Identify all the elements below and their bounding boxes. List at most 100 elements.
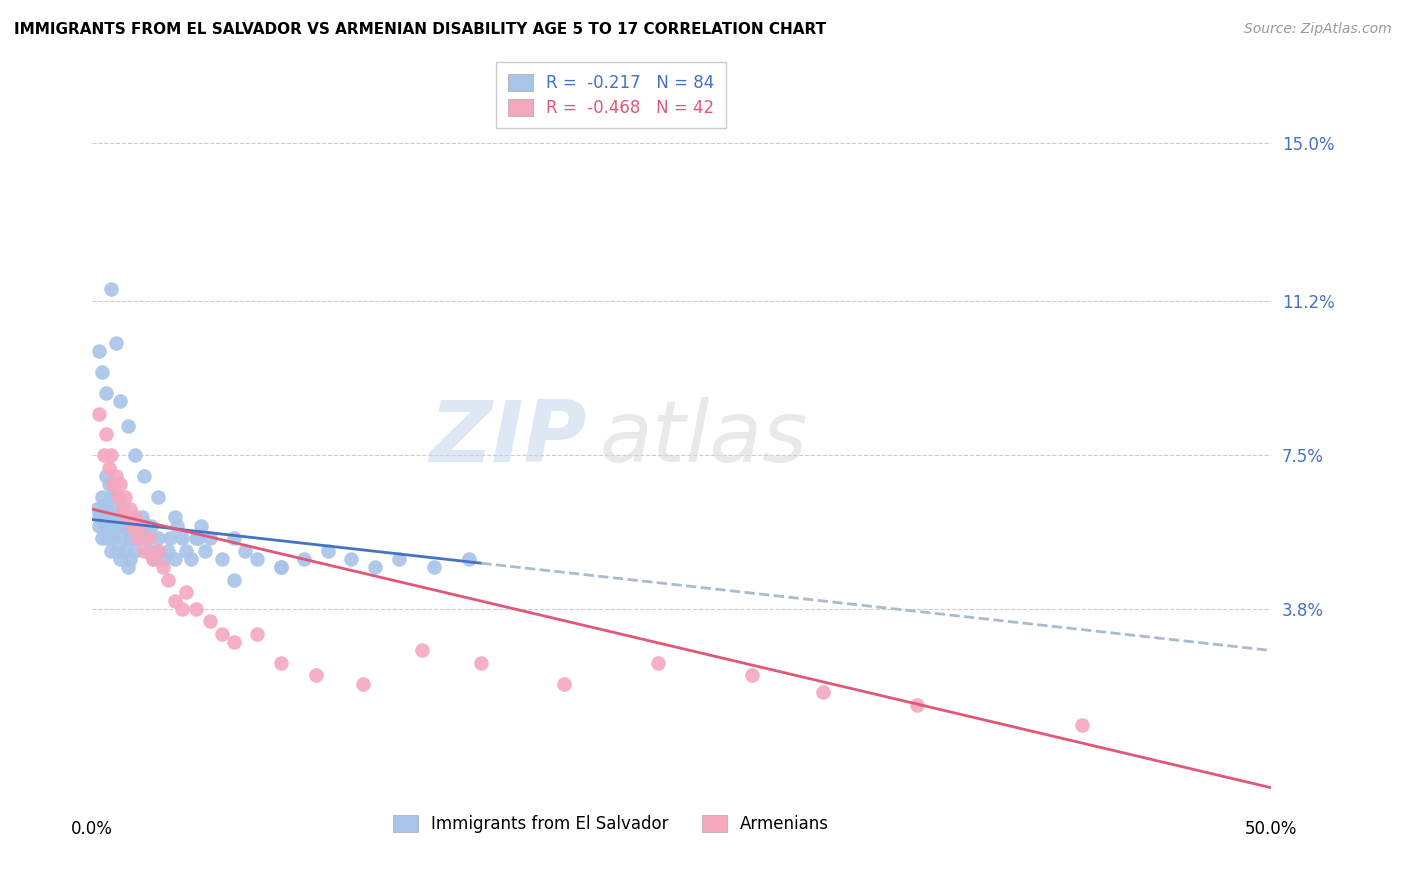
Point: [117, 518, 139, 533]
Point: [107, 490, 129, 504]
Point: [364, 560, 387, 574]
Point: [222, 635, 245, 649]
Point: [124, 510, 146, 524]
Point: [100, 543, 122, 558]
Point: [340, 552, 363, 566]
Point: [118, 552, 141, 566]
Point: [270, 560, 292, 574]
Point: [97, 531, 120, 545]
Point: [97, 510, 120, 524]
Point: [86, 502, 108, 516]
Point: [292, 552, 315, 566]
Point: [156, 573, 179, 587]
Point: [110, 518, 132, 533]
Point: [110, 394, 132, 409]
Point: [125, 531, 148, 545]
Point: [741, 668, 763, 682]
Point: [90, 531, 112, 545]
Legend: Immigrants from El Salvador, Armenians: Immigrants from El Salvador, Armenians: [381, 803, 841, 845]
Point: [93, 448, 115, 462]
Point: [104, 490, 127, 504]
Point: [111, 502, 134, 516]
Point: [458, 552, 481, 566]
Point: [222, 531, 245, 545]
Point: [93, 510, 115, 524]
Point: [96, 469, 118, 483]
Point: [89, 407, 111, 421]
Point: [135, 531, 157, 545]
Point: [100, 282, 122, 296]
Point: [211, 627, 233, 641]
Point: [96, 427, 118, 442]
Point: [305, 668, 328, 682]
Point: [100, 518, 122, 533]
Point: [316, 543, 339, 558]
Point: [142, 552, 165, 566]
Point: [110, 477, 132, 491]
Point: [107, 543, 129, 558]
Point: [114, 543, 136, 558]
Point: [553, 677, 575, 691]
Point: [117, 560, 139, 574]
Point: [246, 627, 269, 641]
Point: [97, 460, 120, 475]
Point: [148, 531, 170, 545]
Point: [647, 656, 669, 670]
Point: [194, 543, 217, 558]
Point: [423, 560, 446, 574]
Point: [270, 560, 292, 574]
Point: [124, 448, 146, 462]
Point: [176, 543, 198, 558]
Point: [246, 552, 269, 566]
Point: [104, 335, 127, 350]
Point: [128, 531, 150, 545]
Point: [388, 552, 411, 566]
Point: [93, 518, 115, 533]
Point: [138, 543, 160, 558]
Point: [117, 510, 139, 524]
Point: [125, 518, 148, 533]
Point: [159, 531, 181, 545]
Point: [132, 543, 155, 558]
Point: [124, 543, 146, 558]
Point: [89, 518, 111, 533]
Point: [156, 543, 179, 558]
Point: [93, 498, 115, 512]
Point: [170, 531, 193, 545]
Point: [121, 531, 143, 545]
Point: [111, 502, 134, 516]
Point: [96, 385, 118, 400]
Point: [1071, 718, 1094, 732]
Point: [184, 531, 207, 545]
Point: [128, 518, 150, 533]
Point: [222, 573, 245, 587]
Point: [96, 531, 118, 545]
Point: [118, 531, 141, 545]
Point: [132, 469, 155, 483]
Point: [145, 543, 167, 558]
Point: [103, 502, 125, 516]
Point: [139, 518, 162, 533]
Point: [114, 490, 136, 504]
Point: [114, 510, 136, 524]
Point: [103, 531, 125, 545]
Point: [100, 448, 122, 462]
Point: [170, 602, 193, 616]
Point: [104, 518, 127, 533]
Point: [811, 685, 834, 699]
Point: [187, 531, 209, 545]
Point: [97, 477, 120, 491]
Point: [100, 490, 122, 504]
Point: [148, 490, 170, 504]
Point: [104, 469, 127, 483]
Point: [352, 677, 374, 691]
Point: [132, 518, 155, 533]
Point: [118, 502, 141, 516]
Point: [235, 543, 257, 558]
Point: [176, 585, 198, 599]
Point: [198, 531, 221, 545]
Point: [152, 552, 174, 566]
Point: [96, 502, 118, 516]
Point: [163, 593, 186, 607]
Point: [411, 643, 433, 657]
